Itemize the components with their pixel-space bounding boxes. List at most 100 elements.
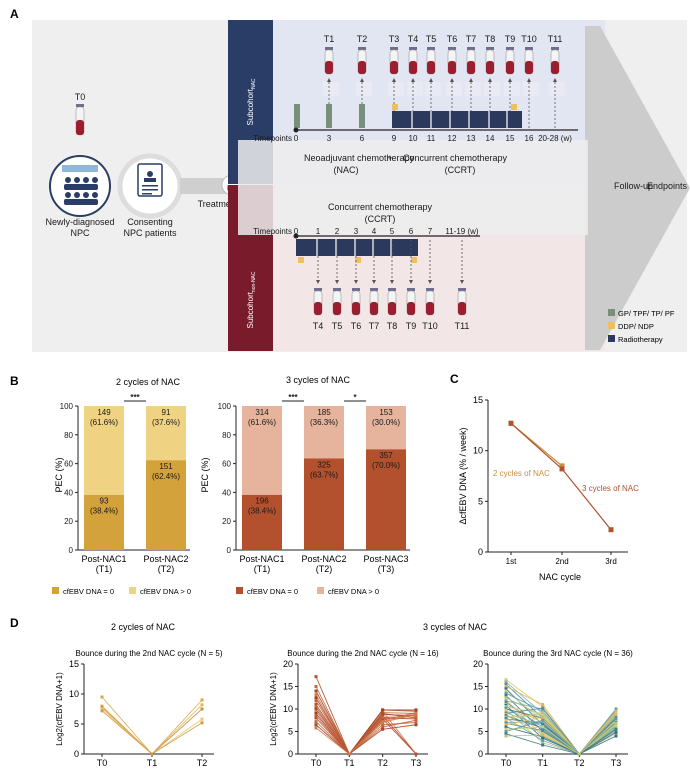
d-x-tick-label: T1: [344, 758, 355, 768]
non-nac-sample-label: T5: [332, 321, 343, 331]
newly-diagnosed-line1: Newly-diagnosed: [45, 217, 114, 227]
c-x-tick-label: 3rd: [605, 557, 617, 566]
consenting-line2: NPC patients: [123, 228, 177, 238]
tube-cap: [388, 288, 396, 291]
non-nac-sample-label: T4: [313, 321, 324, 331]
bar-label-positive-pct: (61.6%): [248, 418, 276, 427]
d-patient-line: [315, 708, 417, 755]
tube-blood: [314, 302, 322, 315]
tube-cap: [427, 47, 435, 50]
y-tick-label: 80: [64, 431, 73, 440]
d-y-tick-label: 15: [283, 682, 293, 692]
x-category-sub: (T1): [96, 564, 113, 574]
d-patient-marker: [541, 711, 545, 715]
d-patient-marker: [150, 752, 154, 756]
bar-label-positive-pct: (36.3%): [310, 418, 338, 427]
nac-sample-label: T2: [357, 34, 368, 44]
non-nac-ddp-end: [411, 257, 417, 263]
d-patient-marker: [381, 720, 385, 724]
d-patient-line: [505, 714, 617, 755]
nac-timepoint: 3: [327, 134, 332, 143]
bar-cfebv-zero: [146, 460, 186, 550]
bar-cfebv-positive: [146, 406, 186, 461]
non-nac-timeline: Timepoints 0 1 2 3 4 5 6 7 11-19 (w) T4 T5 T6 T7 T8 T9 T…: [253, 227, 480, 331]
t0-sample-tube: [75, 104, 85, 136]
non-nac-timepoint: 0: [294, 227, 299, 236]
non-nac-timepoint: 3: [354, 227, 359, 236]
tube-blood: [358, 61, 366, 74]
d-patient-marker: [541, 735, 545, 739]
d-x-tick-label: T1: [537, 758, 548, 768]
subcohort-non-nac-label: Subcohortnon-NAC: [246, 271, 257, 328]
d-patient-line: [315, 709, 416, 755]
nac-sample-shadow: [446, 82, 462, 96]
d-y-tick-label: 5: [478, 727, 483, 737]
bar-cfebv-positive: [84, 406, 124, 495]
d-patient-marker: [314, 726, 318, 730]
non-nac-sample-label: T11: [455, 321, 470, 331]
tube-cap: [426, 288, 434, 291]
tube-cap: [525, 47, 533, 50]
d-patient-marker: [504, 727, 508, 731]
nac-sample-label: T5: [426, 34, 437, 44]
c-series-marker: [608, 527, 614, 533]
d-patient-marker: [541, 729, 545, 733]
d-patient-line: [101, 710, 203, 755]
d-x-tick-label: T2: [197, 758, 208, 768]
significance-marker: ***: [288, 393, 298, 402]
d-patient-marker: [314, 703, 318, 706]
d-patient-line: [315, 724, 417, 755]
nac-timepoint: 16: [525, 134, 534, 143]
d-patient-line: [505, 723, 617, 755]
bar-cfebv-positive: [242, 406, 282, 495]
d-patient-marker: [414, 752, 418, 756]
d-patient-marker: [314, 675, 318, 679]
c-x-tick-label: 1st: [506, 557, 517, 566]
y-tick-label: 40: [222, 488, 231, 497]
d-patient-marker: [100, 705, 104, 709]
x-category-label: Post-NAC1: [239, 554, 284, 564]
c-x-label: NAC cycle: [539, 572, 581, 582]
d-subtitle: Bounce during the 2nd NAC cycle (N = 5): [76, 649, 223, 658]
tube-blood: [333, 302, 341, 315]
bar-label-positive-pct: (30.0%): [372, 418, 400, 427]
tube-cap: [325, 47, 333, 50]
tube-cap: [409, 47, 417, 50]
nac-sample-label: T4: [408, 34, 419, 44]
d-subtitle: Bounce during the 3rd NAC cycle (N = 36): [483, 649, 633, 658]
y-tick-label: 100: [218, 402, 232, 411]
bar-label-zero-count: 93: [100, 497, 109, 506]
y-tick-label: 100: [60, 402, 74, 411]
c-series-marker: [508, 420, 514, 426]
bar-label-zero-pct: (70.0%): [372, 461, 400, 470]
panel-a-label: A: [10, 7, 19, 21]
tube-blood: [352, 302, 360, 315]
non-nac-sample-tube: [351, 288, 361, 316]
d-patient-marker: [504, 734, 508, 738]
nac-flow-band: [238, 140, 588, 185]
d-patient-marker: [381, 723, 385, 727]
nac-timepoint: 11: [427, 134, 436, 143]
bar-label-zero-count: 196: [255, 497, 269, 506]
d-patient-marker: [314, 696, 318, 700]
d-patient-marker: [414, 708, 418, 712]
bar-cfebv-positive: [304, 406, 344, 459]
legend-rt-swatch: [608, 335, 615, 342]
d-patient-marker: [541, 718, 545, 722]
nac-timepoint: 6: [360, 134, 365, 143]
non-nac-timepoints-label: Timepoints: [253, 227, 292, 236]
d-patient-marker: [614, 727, 618, 731]
bar-label-zero-count: 325: [317, 460, 331, 469]
tube-blood: [407, 302, 415, 315]
d-patient-marker: [414, 721, 418, 724]
y-tick-label: 80: [222, 431, 231, 440]
bar-label-positive-count: 314: [255, 408, 269, 417]
significance-marker: ***: [130, 393, 140, 402]
nac-sample-label: T1: [324, 34, 335, 44]
legend-gp-label: GP/ TPF/ TP/ PF: [618, 309, 675, 318]
legend-gp-swatch: [608, 309, 615, 316]
bar-label-zero-count: 357: [379, 451, 393, 460]
tube-cap: [506, 47, 514, 50]
d-patient-marker: [541, 712, 545, 716]
nac-timepoint: 13: [467, 134, 476, 143]
